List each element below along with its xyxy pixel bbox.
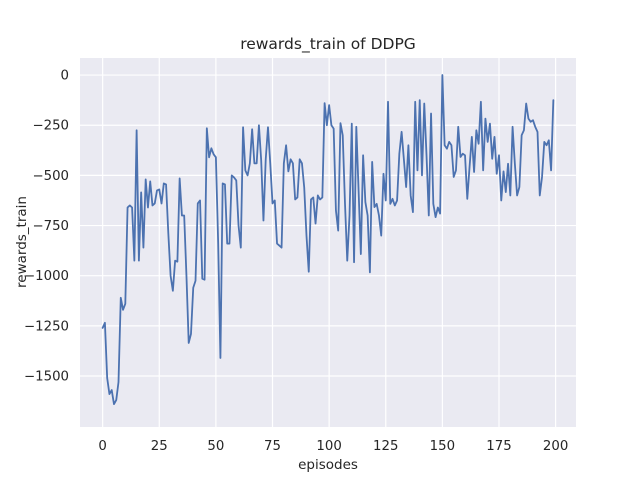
y-tick-label: −500: [32, 169, 69, 184]
y-tick-label: 0: [61, 69, 69, 84]
y-tick-label: −1000: [24, 269, 69, 284]
x-tick-label: 75: [264, 439, 281, 454]
chart-plot-area: 0 25 50 75 100 125 150 175 200 0 −250 −500 −750 −1000…: [24, 58, 576, 454]
x-tick-label: 200: [543, 439, 568, 454]
x-tick-label: 175: [486, 439, 511, 454]
x-tick-label: 100: [316, 439, 341, 454]
chart-axes-text: rewards_train of DDPG episodes rewards_t…: [14, 35, 416, 473]
x-tick-label: 0: [98, 439, 106, 454]
y-tick-label: −1500: [24, 370, 69, 385]
x-tick-label: 50: [207, 439, 224, 454]
y-tick-label: −750: [32, 219, 69, 234]
chart-title: rewards_train of DDPG: [240, 35, 416, 54]
y-tick-label: −250: [32, 119, 69, 134]
y-tick-label: −1250: [24, 319, 69, 334]
x-tick-label: 125: [373, 439, 398, 454]
y-axis-label: rewards_train: [14, 196, 30, 288]
x-tick-label: 150: [430, 439, 455, 454]
x-tick-label: 25: [151, 439, 168, 454]
x-axis-label: episodes: [298, 457, 358, 473]
rewards-train-line: [101, 74, 555, 406]
